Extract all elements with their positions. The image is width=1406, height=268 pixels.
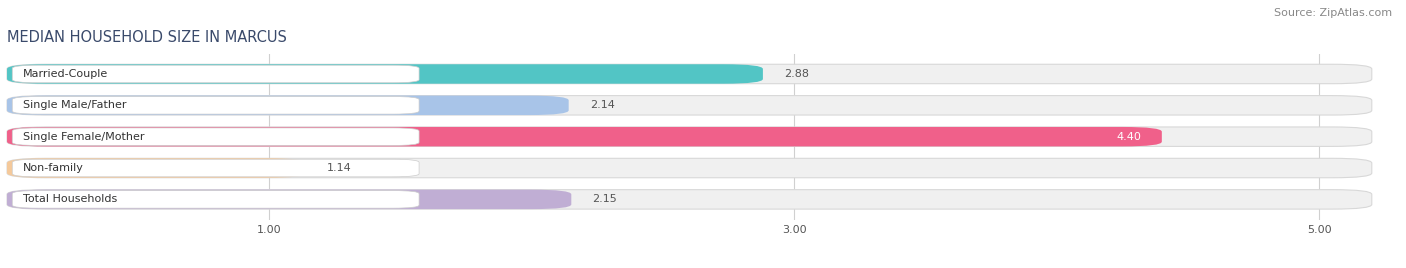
Text: Total Households: Total Households [22,194,117,204]
Text: 2.15: 2.15 [592,194,617,204]
FancyBboxPatch shape [7,64,1372,84]
Text: Single Female/Mother: Single Female/Mother [22,132,145,142]
FancyBboxPatch shape [7,64,763,84]
FancyBboxPatch shape [7,158,1372,178]
Text: 1.14: 1.14 [328,163,352,173]
Text: 2.88: 2.88 [785,69,808,79]
FancyBboxPatch shape [13,159,419,177]
Text: Married-Couple: Married-Couple [22,69,108,79]
FancyBboxPatch shape [13,128,419,146]
Text: MEDIAN HOUSEHOLD SIZE IN MARCUS: MEDIAN HOUSEHOLD SIZE IN MARCUS [7,31,287,46]
Text: 2.14: 2.14 [589,100,614,110]
FancyBboxPatch shape [7,127,1372,146]
Text: Single Male/Father: Single Male/Father [22,100,127,110]
FancyBboxPatch shape [7,190,571,209]
Text: Non-family: Non-family [22,163,83,173]
Text: 4.40: 4.40 [1116,132,1140,142]
FancyBboxPatch shape [7,190,1372,209]
FancyBboxPatch shape [13,96,419,114]
Text: Source: ZipAtlas.com: Source: ZipAtlas.com [1274,8,1392,18]
FancyBboxPatch shape [7,158,307,178]
FancyBboxPatch shape [13,65,419,83]
FancyBboxPatch shape [13,191,419,208]
FancyBboxPatch shape [7,96,568,115]
FancyBboxPatch shape [7,96,1372,115]
FancyBboxPatch shape [7,127,1161,146]
